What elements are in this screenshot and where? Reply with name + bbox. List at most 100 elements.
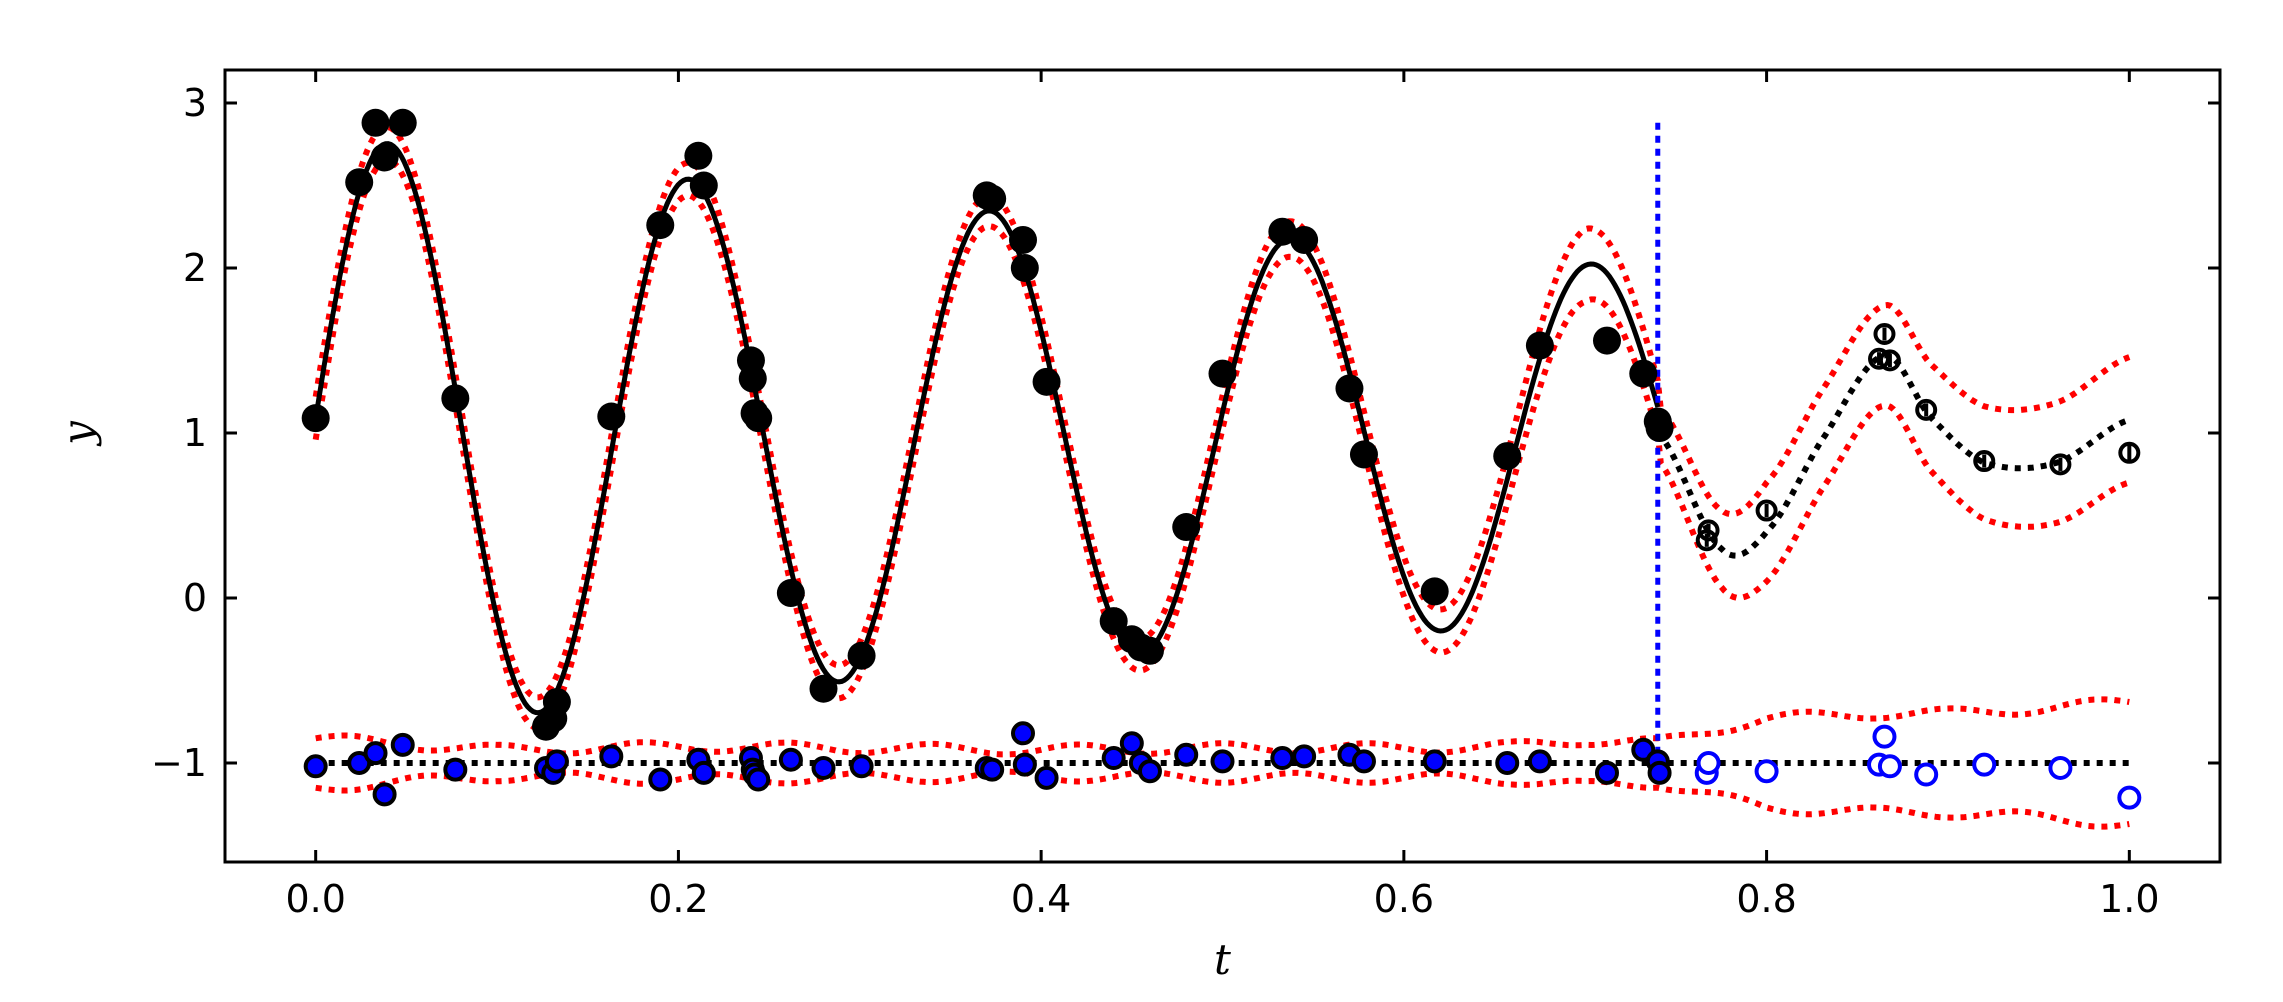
train-point xyxy=(1135,636,1164,665)
train-point xyxy=(1208,359,1237,388)
axes: 0.0 0.2 0.4 0.6 0.8 1.0 −1 0 1 2 3 xyxy=(151,68,2222,921)
train-point xyxy=(978,184,1007,213)
train-residual-point xyxy=(303,754,328,779)
y-tick-label: 0 xyxy=(183,576,207,620)
test-residual-point xyxy=(1914,762,1939,787)
train-residual-point xyxy=(390,732,415,757)
test-residual-point xyxy=(2048,755,2073,780)
train-point xyxy=(441,384,470,413)
train-residual-point xyxy=(1137,759,1162,784)
test-point xyxy=(1697,519,1720,542)
x-tick-label: 0.6 xyxy=(1374,877,1434,921)
train-point xyxy=(646,211,675,240)
x-tick-label: 1.0 xyxy=(2099,877,2159,921)
train-point xyxy=(1268,217,1297,246)
train-point xyxy=(361,108,390,137)
train-residual-point xyxy=(1292,744,1317,769)
x-tick-label: 0.8 xyxy=(1736,877,1796,921)
test-residual-point xyxy=(1754,759,1779,784)
train-point xyxy=(809,674,838,703)
train-residual-point xyxy=(1101,746,1126,771)
x-axis-label: t xyxy=(1214,935,1231,984)
train-point xyxy=(1420,577,1449,606)
train-residual-point xyxy=(849,754,874,779)
y-tick-label: 1 xyxy=(183,411,207,455)
train-point xyxy=(1010,254,1039,282)
test-point xyxy=(1878,349,1901,372)
train-point xyxy=(847,641,876,670)
residual-upper-band-line xyxy=(315,696,2130,758)
train-residual-point xyxy=(1210,749,1235,774)
train-point xyxy=(738,364,767,393)
train-point xyxy=(301,404,330,433)
y-tick-label: 2 xyxy=(183,246,207,290)
train-residual-point xyxy=(811,755,836,780)
test-point xyxy=(1755,499,1778,522)
train-point xyxy=(776,579,805,608)
test-residual-point xyxy=(1696,751,1721,775)
lower-band-line xyxy=(312,157,2131,731)
train-point xyxy=(744,404,773,433)
train-residual-point xyxy=(1594,760,1619,785)
train-point xyxy=(1592,326,1621,355)
train-residual-point xyxy=(443,757,468,782)
train-point xyxy=(1645,414,1674,443)
train-point xyxy=(345,168,374,197)
test-residual-point xyxy=(2117,785,2142,810)
train-residual-point xyxy=(372,782,397,807)
train-point xyxy=(1099,607,1128,636)
y-axis-label: y xyxy=(53,420,102,447)
train-residual-point xyxy=(1011,721,1035,746)
train-residual-point xyxy=(778,747,803,772)
y-tick-label: 3 xyxy=(183,81,207,125)
upper-band-line xyxy=(312,123,2131,701)
train-residual-point xyxy=(980,757,1005,782)
y-tick-label: −1 xyxy=(151,741,207,785)
train-residual-point xyxy=(1647,760,1672,785)
test-point xyxy=(2049,453,2072,476)
train-residual-point xyxy=(1351,749,1376,774)
train-residual-point xyxy=(544,749,569,774)
train-residual-point xyxy=(1422,749,1447,774)
x-tick-label: 0.2 xyxy=(648,877,708,921)
train-point xyxy=(1493,442,1522,471)
test-residual-point xyxy=(1872,724,1897,749)
train-residual-point xyxy=(1119,731,1144,756)
train-residual-point xyxy=(1270,746,1295,771)
train-residual-point xyxy=(363,741,388,766)
test-residual-point xyxy=(1972,752,1997,777)
test-residual-point xyxy=(1877,754,1902,779)
train-point xyxy=(1335,374,1364,403)
train-point xyxy=(542,687,571,716)
train-point xyxy=(1032,367,1061,396)
train-residual-point xyxy=(1527,749,1552,774)
train-point xyxy=(1290,225,1319,254)
x-tick-label: 0.4 xyxy=(1011,877,1071,921)
test-point xyxy=(1915,398,1938,421)
train-residual-point xyxy=(1012,752,1037,777)
test-point xyxy=(1873,323,1896,345)
train-residual-point xyxy=(599,744,624,769)
train-residual-point xyxy=(1174,742,1199,767)
train-residual-point xyxy=(746,767,771,792)
train-point xyxy=(689,171,718,200)
x-tick-label: 0.0 xyxy=(285,877,345,921)
train-residual-point xyxy=(648,767,673,792)
train-point xyxy=(1629,359,1658,388)
train-point xyxy=(1349,440,1378,469)
plot-frame xyxy=(223,68,2222,864)
train-point xyxy=(370,143,399,172)
test-point xyxy=(1973,450,1996,473)
test-point xyxy=(2118,441,2141,464)
train-point xyxy=(1172,513,1201,542)
train-point xyxy=(1009,225,1037,254)
residual-lower-band-line xyxy=(315,768,2130,830)
fit-line xyxy=(313,141,1661,716)
train-residual-point xyxy=(691,760,716,785)
train-point xyxy=(597,402,626,431)
train-residual-point xyxy=(1495,751,1520,775)
plot-area xyxy=(301,108,2142,830)
train-point xyxy=(684,141,713,170)
train-residual-point xyxy=(1034,765,1059,790)
